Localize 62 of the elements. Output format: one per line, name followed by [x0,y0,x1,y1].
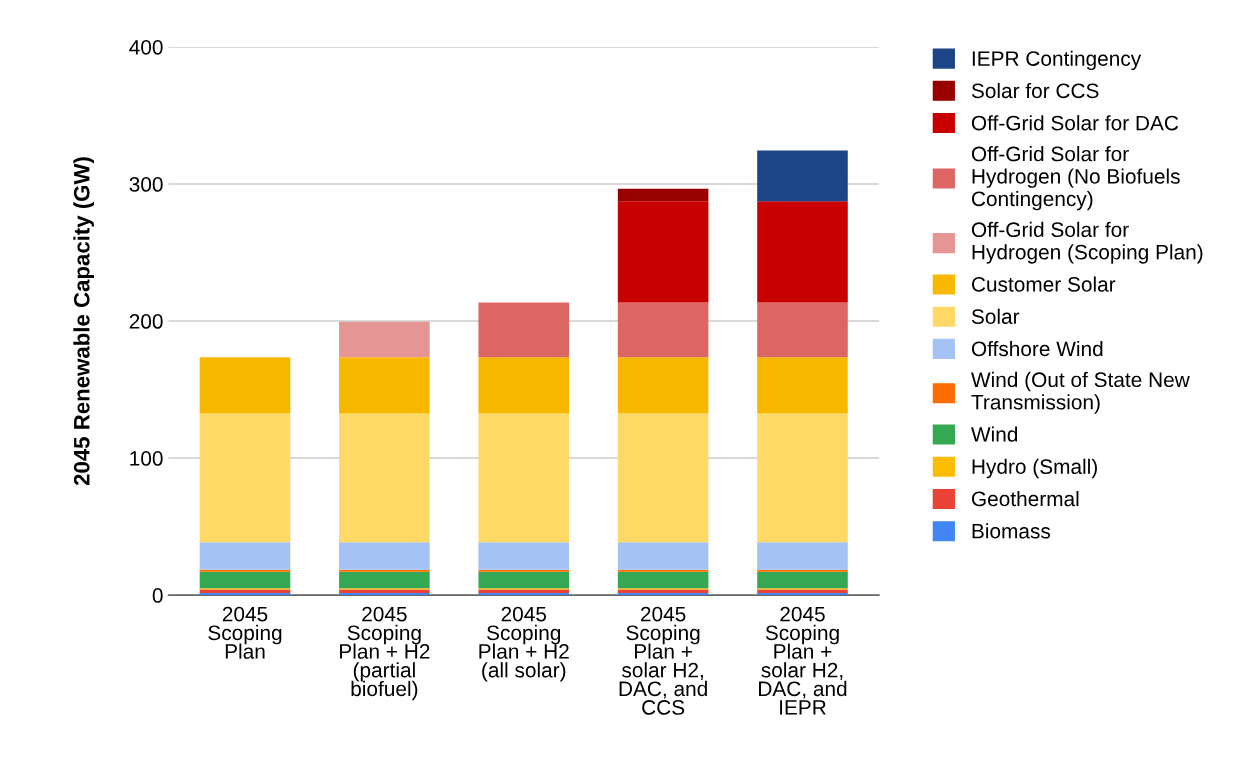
bar [199,593,291,596]
legend-label: Wind (Out of State New Transmission) [971,371,1190,414]
bar [757,357,848,414]
legend-label: Wind [971,426,1018,442]
bar [199,569,291,572]
bar [617,188,709,202]
bar [478,542,570,570]
bar [757,201,848,303]
bar [478,302,570,358]
bar [757,569,848,572]
y-tick-label: 200 [129,314,163,329]
bar [757,150,848,202]
bar [478,593,570,596]
legend-label: Geothermal [971,490,1079,507]
y-tick-label: 0 [152,588,163,603]
y-tick-label: 100 [130,451,163,466]
y-tick-label: 300 [129,177,163,192]
legend-label: Off-Grid Solar for Hydrogen (No Biofuels Contingency) [971,146,1180,211]
legend-label: Biomass [972,523,1051,539]
bar [478,413,570,543]
bar [199,542,291,570]
bar [757,593,848,596]
x-tick-label: 2045 Scoping Plan [208,606,282,659]
legend-label: Off-Grid Solar for Hydrogen (Scoping Plan) [971,221,1203,264]
bar [199,413,291,543]
bar [339,542,430,570]
x-tick-label: 2045 Scoping Plan + solar H2, DAC, and IEPR [759,606,847,715]
bar [339,571,430,589]
legend-label: Offshore Wind [971,340,1103,357]
bar [757,571,848,589]
bar [199,357,291,414]
legend-label: Solar [971,308,1020,324]
bar [339,357,430,414]
x-tick-label: 2045 Scoping Plan + solar H2, DAC, and CCS [619,606,707,715]
x-tick-label: 2045 Scoping Plan + H2 (all solar) [479,606,569,682]
bar [617,413,709,543]
y-tick-label: 400 [129,39,163,55]
bar [617,542,709,570]
legend-label: Off-Grid Solar for DAC [971,115,1179,131]
x-tick-label: 2045 Scoping Plan + H2 (partial biofuel) [340,606,430,701]
bar [757,302,848,358]
bar [478,571,570,589]
legend-label: Solar for CCS [971,82,1099,99]
bar [617,569,709,572]
y-axis-title: 2045 Renewable Capacity (GW) [73,157,95,486]
legend-label: Hydro (Small) [972,458,1097,479]
bar [339,593,430,596]
bar [339,321,430,358]
bar [339,569,430,572]
bar [617,357,709,414]
bar [339,413,430,543]
bar [757,542,848,570]
bar [478,357,570,414]
bar [617,593,709,596]
bar [199,571,291,589]
bar [617,571,709,589]
bar [617,201,709,303]
bar [478,569,570,572]
bar [617,302,709,358]
legend-label: IEPR Contingency [972,50,1142,71]
legend-label: Customer Solar [971,276,1116,292]
bar [757,413,848,543]
